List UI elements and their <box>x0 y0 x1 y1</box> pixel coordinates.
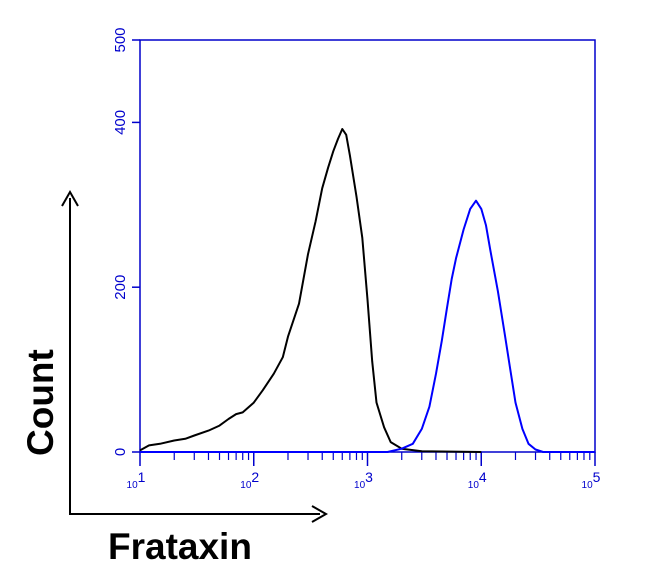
y-tick-label: 400 <box>112 110 129 135</box>
y-tick-label: 500 <box>112 27 129 52</box>
series-line-1 <box>139 128 482 453</box>
y-tick-label: 200 <box>112 275 129 300</box>
x-arrow-head <box>311 505 329 523</box>
x-axis-ticks: 101 102 103 104 105 <box>127 452 601 491</box>
y-arrow-head <box>61 189 79 207</box>
x-axis-label: Frataxin <box>108 526 252 567</box>
x-tick-label: 104 <box>468 469 487 491</box>
x-tick-label: 105 <box>582 469 601 491</box>
x-tick-label: 103 <box>354 469 373 491</box>
series-line-2 <box>140 199 595 453</box>
y-tick-label: 0 <box>112 448 129 456</box>
x-tick-label: 102 <box>240 469 259 491</box>
x-tick-label: 101 <box>127 469 146 491</box>
plot-frame <box>139 39 596 453</box>
y-axis-ticks: 0 200 400 500 <box>112 27 140 456</box>
y-axis-label: Count <box>20 349 61 456</box>
series-group <box>139 128 595 453</box>
